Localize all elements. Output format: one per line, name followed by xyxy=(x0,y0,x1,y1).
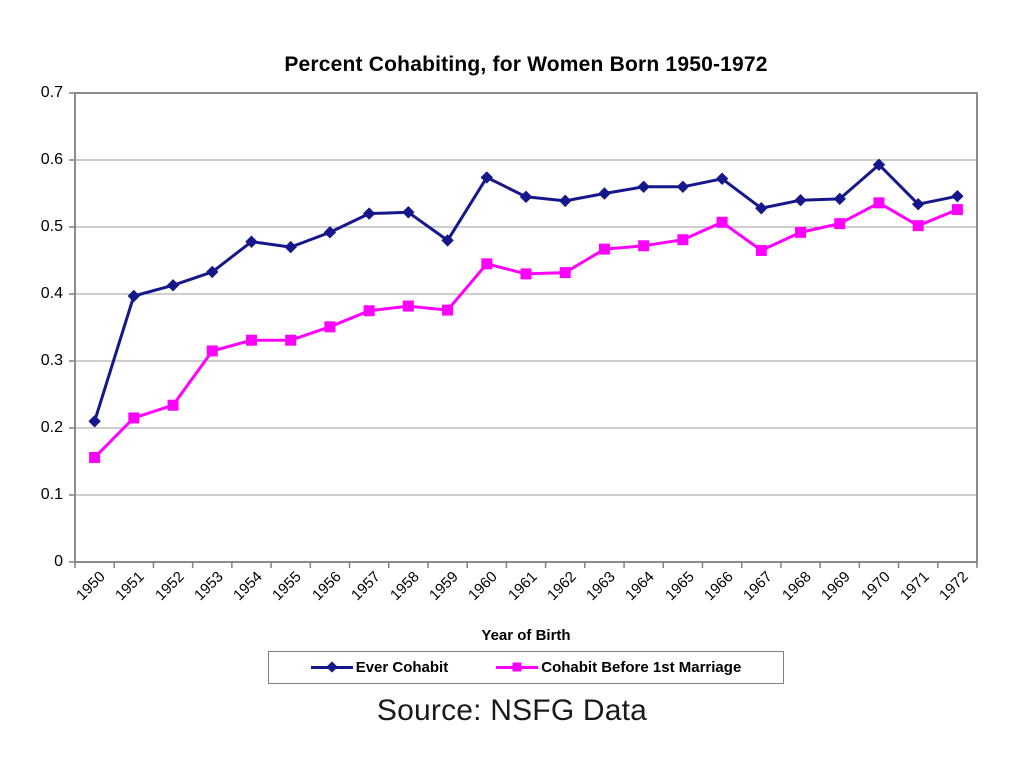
marker-cohabit-before-1st-marriage xyxy=(951,204,963,216)
x-tick-label: 1968 xyxy=(779,568,815,604)
marker-ever-cohabit xyxy=(559,194,572,208)
marker-ever-cohabit xyxy=(206,265,219,279)
marker-ever-cohabit xyxy=(519,190,533,204)
marker-cohabit-before-1st-marriage xyxy=(128,412,140,424)
legend-box: Ever Cohabit Cohabit Before 1st Marriage xyxy=(267,651,785,684)
marker-ever-cohabit xyxy=(284,240,297,254)
marker-ever-cohabit xyxy=(323,226,337,239)
marker-cohabit-before-1st-marriage xyxy=(873,197,885,209)
x-tick-label: 1972 xyxy=(936,568,972,604)
marker-ever-cohabit xyxy=(362,207,376,220)
x-tick-label: 1952 xyxy=(151,568,188,604)
x-tick-label: 1956 xyxy=(308,568,345,604)
marker-cohabit-before-1st-marriage xyxy=(89,451,101,463)
y-tick-label: 0.6 xyxy=(40,151,63,168)
x-tick-label: 1962 xyxy=(543,568,580,604)
marker-cohabit-before-1st-marriage xyxy=(402,300,414,312)
marker-ever-cohabit xyxy=(833,192,846,206)
chart-svg xyxy=(69,92,978,568)
legend-label-cohabit-before-1st-marriage: Cohabit Before 1st Marriage xyxy=(541,658,742,676)
diamond-marker-icon xyxy=(310,661,353,673)
x-tick-label: 1963 xyxy=(583,568,619,604)
x-tick-label: 1971 xyxy=(896,568,933,604)
square-marker-icon xyxy=(496,662,539,672)
marker-cohabit-before-1st-marriage xyxy=(795,226,807,238)
marker-cohabit-before-1st-marriage xyxy=(598,243,610,255)
marker-cohabit-before-1st-marriage xyxy=(285,334,297,346)
marker-ever-cohabit xyxy=(755,202,768,215)
marker-cohabit-before-1st-marriage xyxy=(442,304,454,316)
x-tick-label: 1964 xyxy=(622,568,658,604)
marker-cohabit-before-1st-marriage xyxy=(481,258,493,270)
marker-cohabit-before-1st-marriage xyxy=(834,218,846,230)
plot-frame xyxy=(74,92,978,563)
marker-ever-cohabit xyxy=(951,189,964,203)
source-caption: Source: NSFG Data xyxy=(376,694,648,727)
marker-ever-cohabit xyxy=(676,180,690,193)
series-line-cohabit-before-1st-marriage xyxy=(93,201,958,459)
plot-area xyxy=(69,92,978,568)
marker-ever-cohabit xyxy=(911,198,925,211)
x-tick-label: 1957 xyxy=(347,568,384,604)
marker-ever-cohabit xyxy=(166,279,180,292)
marker-ever-cohabit xyxy=(441,234,454,247)
legend: Ever Cohabit Cohabit Before 1st Marriage xyxy=(75,651,977,684)
x-tick-label: 1960 xyxy=(465,568,502,604)
y-tick-label: 0.3 xyxy=(40,352,63,369)
x-tick-label: 1959 xyxy=(426,568,462,604)
x-tick-label: 1958 xyxy=(387,568,423,604)
x-tick-label: 1951 xyxy=(112,568,149,604)
x-tick-label: 1950 xyxy=(73,568,109,604)
diamond-icon xyxy=(326,661,338,673)
legend-label-ever-cohabit: Ever Cohabit xyxy=(355,658,449,676)
y-tick-label: 0.4 xyxy=(40,285,63,302)
series-line-ever-cohabit xyxy=(93,163,958,422)
marker-ever-cohabit xyxy=(245,235,258,248)
marker-ever-cohabit xyxy=(598,187,611,200)
marker-cohabit-before-1st-marriage xyxy=(755,244,767,256)
y-tick-label: 0.1 xyxy=(40,486,63,503)
square-icon xyxy=(512,662,522,672)
marker-ever-cohabit xyxy=(127,289,141,303)
marker-ever-cohabit xyxy=(480,171,493,184)
marker-ever-cohabit xyxy=(402,206,415,219)
marker-cohabit-before-1st-marriage xyxy=(206,345,218,357)
marker-cohabit-before-1st-marriage xyxy=(912,220,924,232)
marker-cohabit-before-1st-marriage xyxy=(677,234,689,246)
x-tick-label: 1965 xyxy=(661,568,698,604)
y-tick-label: 0.7 xyxy=(40,84,63,101)
x-tick-label: 1961 xyxy=(504,568,541,604)
x-axis-title: Year of Birth xyxy=(481,627,571,644)
marker-cohabit-before-1st-marriage xyxy=(559,267,571,279)
x-tick-label: 1966 xyxy=(700,568,737,604)
legend-item-cohabit-before-1st-marriage: Cohabit Before 1st Marriage xyxy=(496,659,741,676)
x-tick-label: 1969 xyxy=(818,568,855,604)
marker-ever-cohabit xyxy=(637,180,650,193)
marker-ever-cohabit xyxy=(715,172,729,185)
marker-ever-cohabit xyxy=(794,194,807,207)
y-tick-label: 0.2 xyxy=(40,419,63,436)
marker-cohabit-before-1st-marriage xyxy=(167,399,179,411)
marker-ever-cohabit xyxy=(88,415,101,428)
marker-cohabit-before-1st-marriage xyxy=(716,216,728,228)
y-tick-label: 0 xyxy=(54,553,63,570)
y-tick-label: 0.5 xyxy=(40,218,63,235)
x-tick-label: 1953 xyxy=(190,568,227,604)
marker-cohabit-before-1st-marriage xyxy=(638,240,650,252)
x-tick-label: 1954 xyxy=(230,568,266,604)
chart-title: Percent Cohabiting, for Women Born 1950-… xyxy=(284,53,768,76)
marker-cohabit-before-1st-marriage xyxy=(324,321,336,333)
marker-cohabit-before-1st-marriage xyxy=(363,305,375,317)
marker-cohabit-before-1st-marriage xyxy=(520,268,532,280)
legend-item-ever-cohabit: Ever Cohabit xyxy=(310,658,449,676)
x-tick-label: 1970 xyxy=(857,568,894,604)
marker-cohabit-before-1st-marriage xyxy=(245,334,257,346)
x-tick-label: 1955 xyxy=(269,568,306,604)
marker-ever-cohabit xyxy=(872,158,886,171)
x-tick-label: 1967 xyxy=(740,568,776,604)
